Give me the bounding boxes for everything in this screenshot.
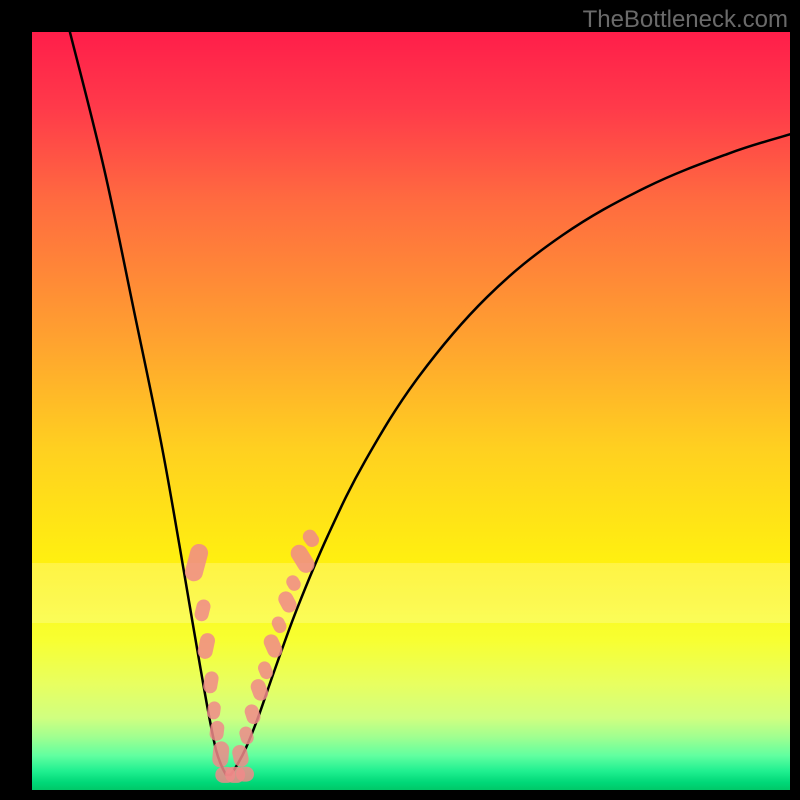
curve-left: [70, 32, 226, 775]
watermark-text: TheBottleneck.com: [583, 6, 788, 34]
bead-0: [183, 542, 210, 583]
bead-11: [238, 725, 255, 746]
bead-9: [236, 767, 254, 782]
frame-right: [790, 0, 800, 800]
frame-left: [0, 0, 32, 800]
frame-bottom: [0, 790, 800, 800]
figure-root: TheBottleneck.com: [0, 0, 800, 800]
bead-16: [270, 614, 289, 635]
bead-1: [193, 598, 212, 623]
bead-12: [243, 703, 262, 726]
bead-18: [284, 573, 303, 593]
bead-2: [196, 632, 216, 661]
bead-15: [261, 632, 284, 660]
curve-right: [231, 134, 790, 775]
plot-area: [32, 32, 790, 790]
bead-13: [249, 677, 271, 703]
beads-group: [183, 527, 322, 783]
curves-layer: [32, 32, 790, 790]
